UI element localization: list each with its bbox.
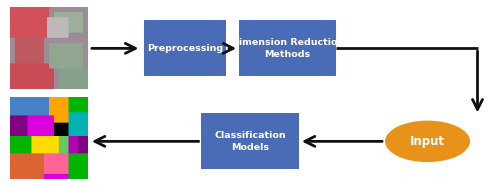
FancyBboxPatch shape	[201, 113, 298, 169]
FancyBboxPatch shape	[239, 20, 336, 76]
Text: Classification
Models: Classification Models	[214, 131, 286, 152]
Ellipse shape	[385, 121, 470, 162]
Text: Dimension Reduction
Methods: Dimension Reduction Methods	[231, 38, 344, 59]
Text: Preprocessing: Preprocessing	[147, 44, 223, 53]
Text: Input: Input	[410, 135, 445, 148]
FancyBboxPatch shape	[144, 20, 226, 76]
